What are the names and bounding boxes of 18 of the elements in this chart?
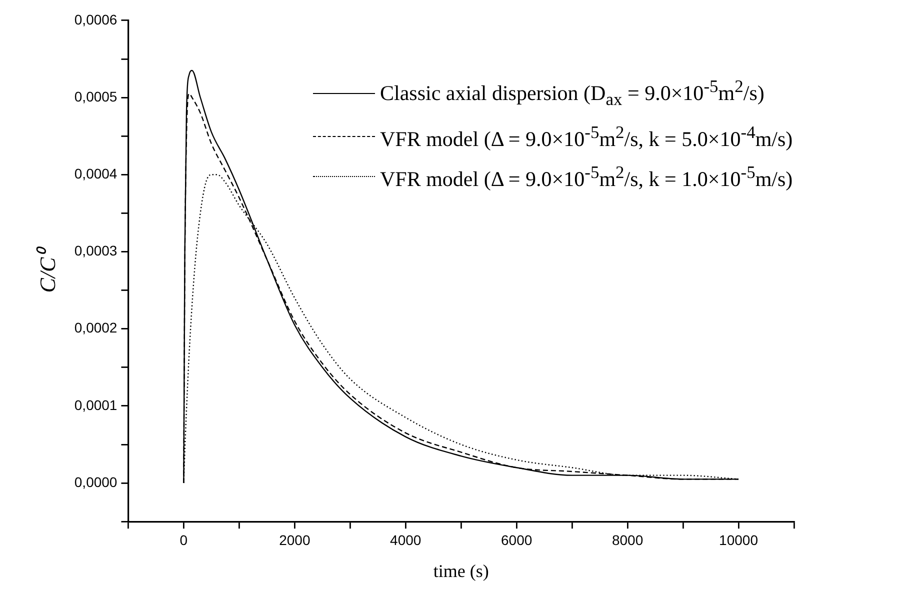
x-axis-title: time (s) bbox=[433, 560, 489, 581]
y-tick-label: 0,0006 bbox=[74, 11, 118, 28]
y-tick-label: 0,0003 bbox=[74, 242, 118, 259]
y-tick-label: 0,0001 bbox=[74, 396, 118, 413]
legend-label: Classic axial dispersion (D$_{ax}$ = 9.0×10$^{-5}$m$^{2}$/s) bbox=[380, 75, 764, 112]
y-axis-title: C/C⁰ bbox=[34, 245, 60, 293]
x-tick-label: 0 bbox=[180, 532, 188, 548]
legend-label: VFR model (Δ = 9.0×10$^{-5}$m$^{2}$/s, k = 1.0×10$^{-5}$m/s) bbox=[380, 161, 793, 194]
x-tick-label: 8000 bbox=[612, 532, 644, 548]
y-tick-label: 0,0004 bbox=[74, 165, 118, 182]
x-tick-label: 10000 bbox=[719, 532, 758, 548]
y-tick-label: 0,0002 bbox=[74, 320, 118, 336]
y-tick-label: 0,0000 bbox=[74, 474, 118, 490]
y-tick-label: 0,0005 bbox=[74, 88, 118, 104]
x-tick-label: 4000 bbox=[390, 532, 422, 548]
x-tick-label: 6000 bbox=[501, 532, 532, 548]
legend-label: VFR model (Δ = 9.0×10$^{-5}$m$^{2}$/s, k = 5.0×10$^{-4}$m/s) bbox=[380, 121, 793, 154]
x-tick-label: 2000 bbox=[279, 532, 310, 548]
